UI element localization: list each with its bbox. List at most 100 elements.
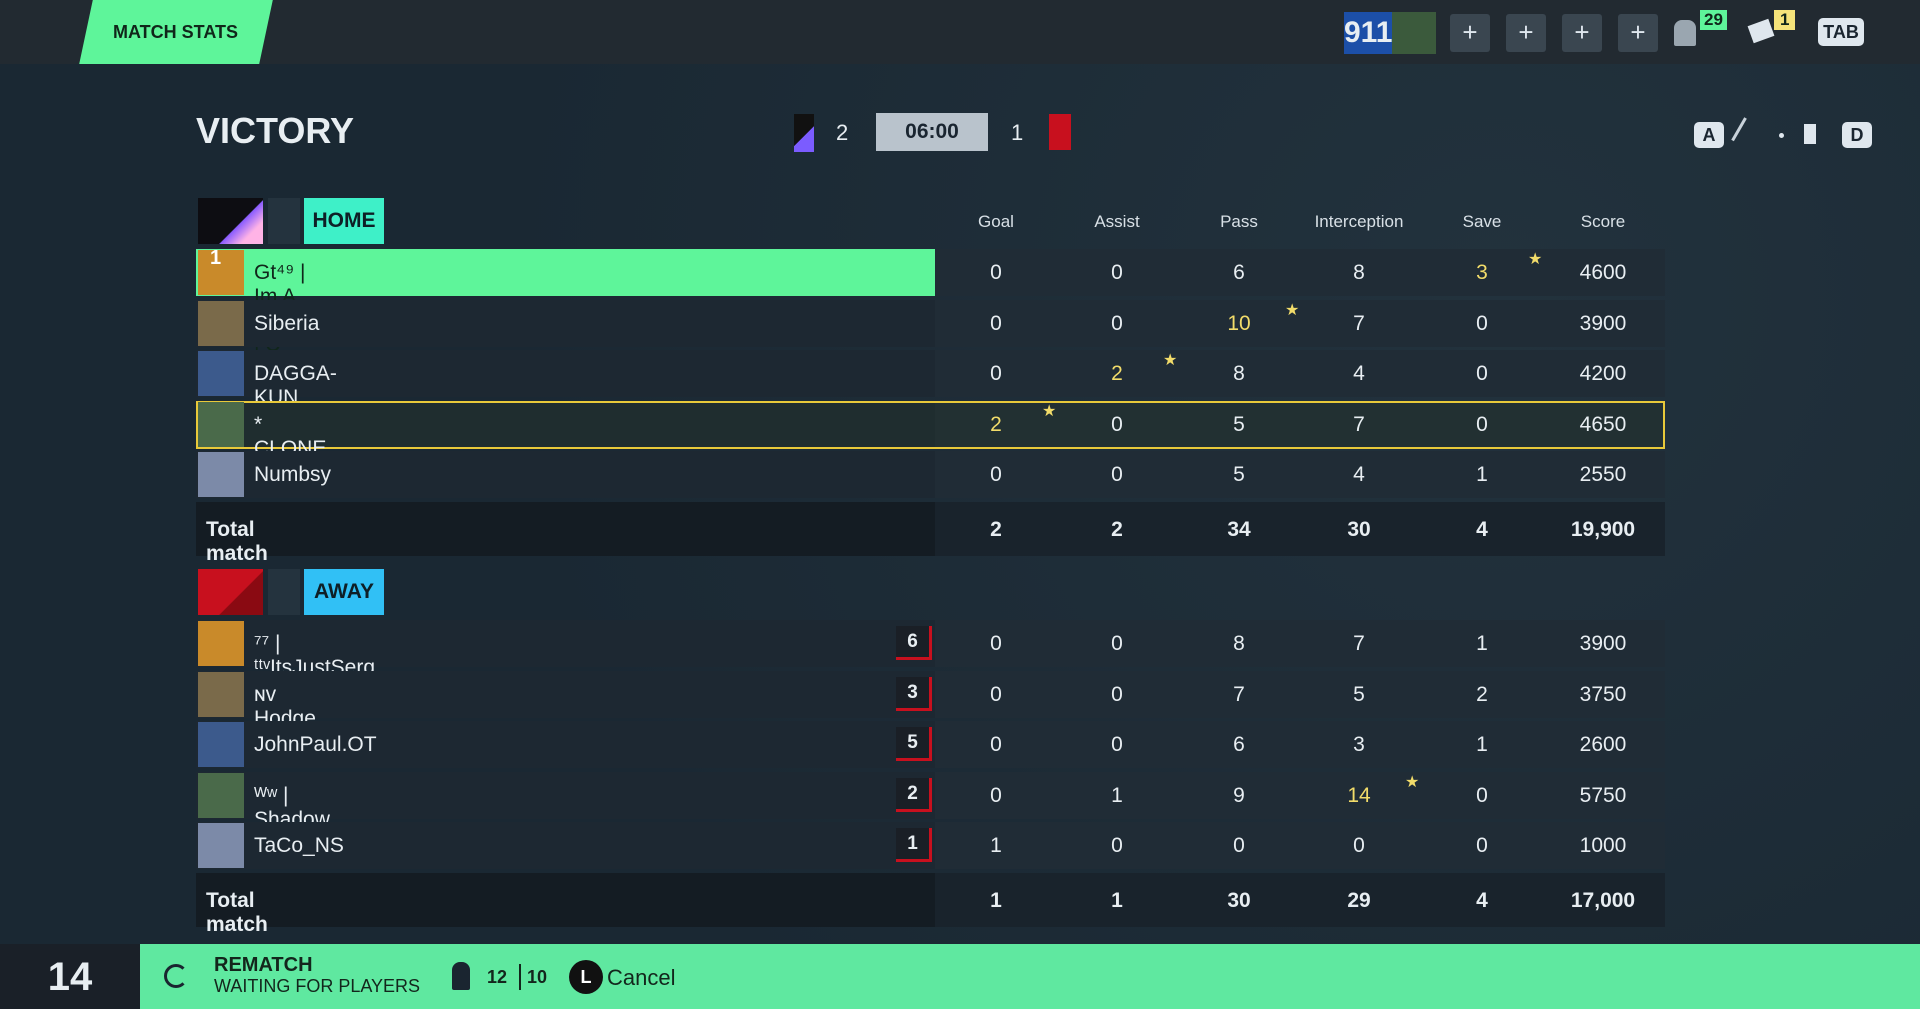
avatar: [198, 300, 244, 346]
stat-value: 0: [1111, 261, 1123, 284]
volume-icon[interactable]: [1804, 124, 1816, 144]
player-name[interactable]: TaCo_NS: [254, 834, 344, 857]
total-value: 4: [1476, 888, 1488, 912]
stat-value: 0: [1111, 834, 1123, 857]
rank-badge: 1: [896, 828, 932, 862]
best-star: ★: [1405, 773, 1420, 791]
name-cell: [196, 400, 935, 448]
total-row: [196, 872, 935, 927]
countdown-box: [0, 944, 140, 1009]
ready-count: 12: [487, 967, 508, 987]
add-slot[interactable]: +: [1562, 14, 1602, 52]
total-count: 10: [527, 967, 548, 987]
cancel[interactable]: Cancel: [607, 965, 676, 990]
name-cell: [196, 771, 935, 819]
stat-value: 8: [1233, 362, 1245, 385]
total-value: 2: [990, 517, 1002, 541]
stat-value: 4650: [1579, 412, 1627, 436]
tab-key[interactable]: TAB: [1818, 18, 1864, 46]
home-flag: [794, 114, 814, 152]
total-row: [196, 501, 935, 556]
stat-value: 3750: [1579, 682, 1627, 706]
name-cell: [196, 670, 935, 718]
home-score: 2: [836, 120, 849, 145]
best-star: ★: [1285, 301, 1300, 319]
left-key[interactable]: A: [1694, 122, 1724, 148]
best-star: ★: [1042, 402, 1057, 420]
stats-cell: [935, 721, 1665, 768]
team-tag: HOME: [304, 198, 384, 244]
player-name[interactable]: Numbsy: [254, 463, 332, 486]
stat-value: 4: [1353, 362, 1365, 385]
timer: 06:00: [876, 113, 988, 151]
stat-value: 1: [1476, 733, 1488, 756]
tab-label[interactable]: MATCH STATS: [113, 22, 238, 42]
stat-value: 0: [990, 463, 1002, 486]
stat-value: 1: [990, 834, 1002, 857]
stat-value: 0: [1353, 834, 1365, 857]
stat-value: 9: [1233, 783, 1245, 807]
stat-value: 6: [1233, 733, 1245, 756]
dot: [1779, 133, 1784, 138]
stats-cell: [935, 822, 1665, 869]
total-value: 30: [1227, 888, 1251, 912]
stats-cell: [935, 400, 1665, 448]
countdown: 14: [47, 955, 93, 999]
total-row: [935, 872, 1665, 927]
stat-value: 2: [990, 412, 1002, 436]
stats-cell: [935, 299, 1665, 347]
add-slot[interactable]: +: [1618, 14, 1658, 52]
stat-value: 3: [1353, 733, 1365, 756]
selected-outline: [196, 400, 1665, 449]
rank-badge: 5: [896, 727, 932, 761]
stats-cell: [935, 451, 1665, 498]
avatar: [198, 671, 244, 717]
add-slot[interactable]: +: [1506, 14, 1546, 52]
stat-value: 0: [990, 733, 1002, 756]
stat-value: 3900: [1579, 311, 1627, 335]
stat-value: 0: [990, 261, 1002, 284]
avatar: [1392, 12, 1436, 54]
total-row: [935, 501, 1665, 556]
player-name[interactable]: Siberia: [254, 311, 320, 335]
stat-value: 7: [1233, 682, 1245, 706]
stat-value: 7: [1353, 412, 1365, 436]
friends-icon[interactable]: [1674, 20, 1696, 46]
stat-value: 0: [1476, 783, 1488, 807]
add-slot[interactable]: +: [1450, 14, 1490, 52]
rank-badge: 3: [896, 676, 932, 711]
stat-value: 0: [990, 311, 1002, 335]
total-value: 34: [1227, 517, 1251, 541]
player-name[interactable]: JohnPaul.OT: [254, 733, 377, 756]
team-icon: [268, 569, 300, 615]
stat-value: 14: [1347, 783, 1371, 807]
column-header: Score: [1580, 212, 1626, 231]
stat-value: 10: [1227, 311, 1251, 335]
name-cell: [196, 249, 935, 296]
stat-value: 2600: [1579, 733, 1627, 756]
rank-badge: 6: [896, 626, 932, 660]
stat-value: 0: [1111, 733, 1123, 756]
stat-value: 0: [1111, 412, 1123, 436]
stat-value: 0: [1476, 362, 1488, 385]
total-label: Total match: [206, 888, 268, 936]
avatar: [198, 452, 244, 497]
avatar: [198, 621, 244, 666]
stat-value: 5: [1353, 682, 1365, 706]
separator: [519, 964, 521, 990]
stat-value: 4200: [1579, 362, 1627, 385]
rematch-title: REMATCH: [214, 954, 313, 976]
column-header: Pass: [1220, 212, 1258, 231]
column-header: Save: [1462, 212, 1502, 231]
players-icon: [452, 962, 470, 990]
stat-value: 1: [1476, 632, 1488, 655]
stat-value: 1: [1476, 463, 1488, 486]
stats-cell: [935, 771, 1665, 819]
right-key[interactable]: D: [1842, 122, 1872, 148]
cancel-key[interactable]: L: [569, 960, 603, 994]
name-cell: [196, 620, 935, 667]
stat-value: 0: [1476, 412, 1488, 436]
total-value: 4: [1476, 517, 1488, 541]
stat-value: 8: [1233, 632, 1245, 655]
